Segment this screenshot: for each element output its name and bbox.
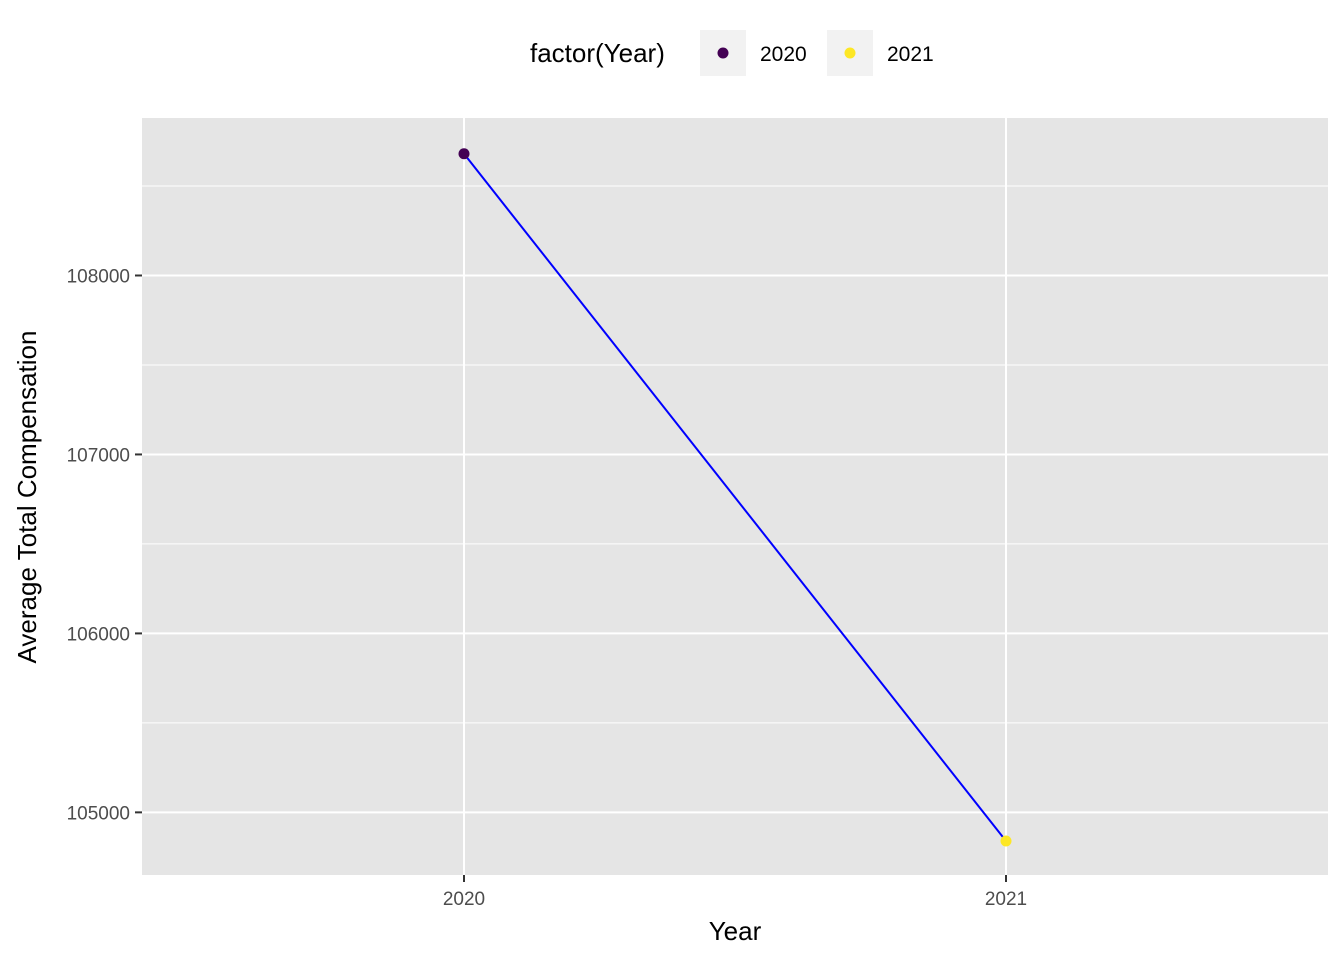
data-point-2020: [458, 148, 470, 160]
y-tick-label: 106000: [67, 624, 130, 645]
y-tick-label: 108000: [67, 266, 130, 287]
legend-entry-2020: 2020: [700, 30, 807, 76]
y-tick-label: 105000: [67, 803, 130, 824]
data-point-2021: [1000, 835, 1012, 847]
legend: factor(Year) 2020 2021: [530, 30, 934, 76]
y-tick-label: 107000: [67, 445, 130, 466]
x-axis-title: Year: [709, 916, 762, 946]
legend-entry-2021: 2021: [827, 30, 934, 76]
legend-label: 2021: [887, 43, 934, 66]
legend-key-point: [844, 47, 856, 59]
data-layer: [458, 148, 1012, 847]
x-tick-label: 2020: [443, 889, 485, 910]
grid-lines: [142, 118, 1328, 875]
series-line: [463, 153, 1007, 842]
legend-title: factor(Year): [530, 38, 665, 68]
legend-key-point: [717, 47, 729, 59]
x-tick-label: 2021: [985, 889, 1027, 910]
legend-label: 2020: [760, 43, 807, 66]
axis-ticks: 105000 106000 107000 108000 2020 2021: [67, 266, 1028, 910]
y-axis-title: Average Total Compensation: [12, 331, 42, 664]
